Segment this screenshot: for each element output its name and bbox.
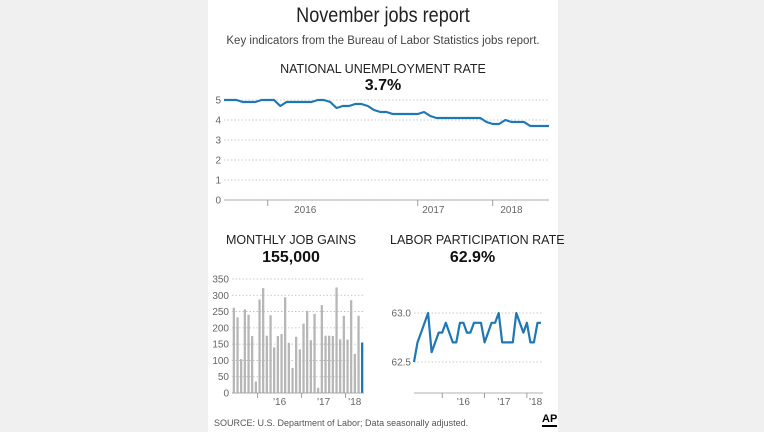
participation-value: 62.9% [449, 249, 496, 266]
unemployment-value: 3.7% [364, 77, 402, 94]
job-gains-bar [313, 313, 316, 393]
participation-series-line [412, 311, 541, 363]
unemployment-y-tick: 5 [215, 96, 221, 107]
unemployment-y-tick: 2 [215, 156, 221, 167]
unemployment-x-tick: 2018 [500, 205, 523, 216]
job-gains-y-tick: 150 [212, 340, 229, 351]
job-gains-bar [306, 310, 309, 393]
job-gains-bar [324, 335, 327, 393]
job-gains-bar [247, 314, 250, 393]
job-gains-bar [328, 335, 331, 393]
job-gains-bar [309, 340, 312, 393]
job-gains-bar [258, 299, 261, 393]
participation-title: LABOR PARTICIPATION RATE [390, 233, 565, 247]
job-gains-bar [287, 342, 290, 393]
job-gains-bar [331, 336, 334, 393]
job-gains-bar [339, 339, 342, 393]
job-gains-y-tick: 0 [223, 389, 229, 400]
job-gains-bar [361, 342, 364, 393]
job-gains-y-tick: 300 [212, 291, 229, 302]
participation-y-tick: 62.5 [392, 358, 412, 369]
job-gains-y-tick: 50 [218, 372, 230, 383]
job-gains-bar [240, 359, 243, 393]
job-gains-bar [357, 315, 360, 393]
job-gains-bar [269, 315, 272, 393]
participation-x-tick: '18 [529, 397, 542, 408]
unemployment-x-tick: 2017 [422, 205, 445, 216]
job-gains-x-tick: '16 [273, 397, 286, 408]
job-gains-bar [320, 305, 323, 393]
job-gains-bar [273, 347, 276, 393]
job-gains-bar [350, 300, 353, 393]
job-gains-y-tick: 250 [212, 307, 229, 318]
job-gains-bar [254, 381, 257, 393]
job-gains-bar [353, 353, 356, 393]
job-gains-bar [295, 336, 298, 393]
participation-y-tick: 63.0 [392, 309, 412, 320]
ap-logo: AP [542, 413, 558, 427]
job-gains-bar [298, 349, 301, 393]
participation-x-tick: '17 [497, 397, 510, 408]
unemployment-y-tick: 1 [215, 176, 221, 187]
job-gains-x-tick: '17 [317, 397, 330, 408]
page-title: November jobs report [296, 4, 470, 27]
job-gains-bar [342, 315, 345, 393]
job-gains-bar [346, 339, 349, 393]
job-gains-bar [243, 309, 246, 393]
unemployment-y-tick: 0 [215, 196, 221, 207]
job-gains-x-tick: '18 [348, 397, 361, 408]
unemployment-y-tick: 3 [215, 136, 221, 147]
job-gains-bar [265, 335, 268, 393]
job-gains-y-tick: 350 [212, 275, 229, 286]
unemployment-series-line [224, 98, 549, 128]
participation-x-tick: '16 [457, 397, 470, 408]
job-gains-value: 155,000 [262, 249, 320, 266]
job-gains-bar [335, 287, 338, 393]
unemployment-x-tick: 2016 [294, 205, 317, 216]
source-note: SOURCE: U.S. Department of Labor; Data s… [214, 418, 469, 428]
job-gains-bar [276, 336, 279, 393]
job-gains-bar [236, 317, 239, 393]
job-gains-bar [280, 334, 283, 393]
job-gains-y-tick: 100 [212, 356, 229, 367]
job-gains-bar [291, 367, 294, 393]
job-gains-bar [232, 307, 235, 393]
unemployment-title: NATIONAL UNEMPLOYMENT RATE [280, 62, 486, 76]
job-gains-bar [284, 297, 287, 393]
page-subtitle: Key indicators from the Bureau of Labor … [226, 35, 540, 47]
job-gains-title: MONTHLY JOB GAINS [225, 233, 357, 247]
job-gains-bar [302, 323, 305, 393]
job-gains-bar [317, 387, 320, 393]
job-gains-bar [262, 288, 265, 393]
job-gains-bar [251, 336, 254, 393]
job-gains-y-tick: 200 [212, 323, 229, 334]
unemployment-y-tick: 4 [215, 116, 221, 127]
